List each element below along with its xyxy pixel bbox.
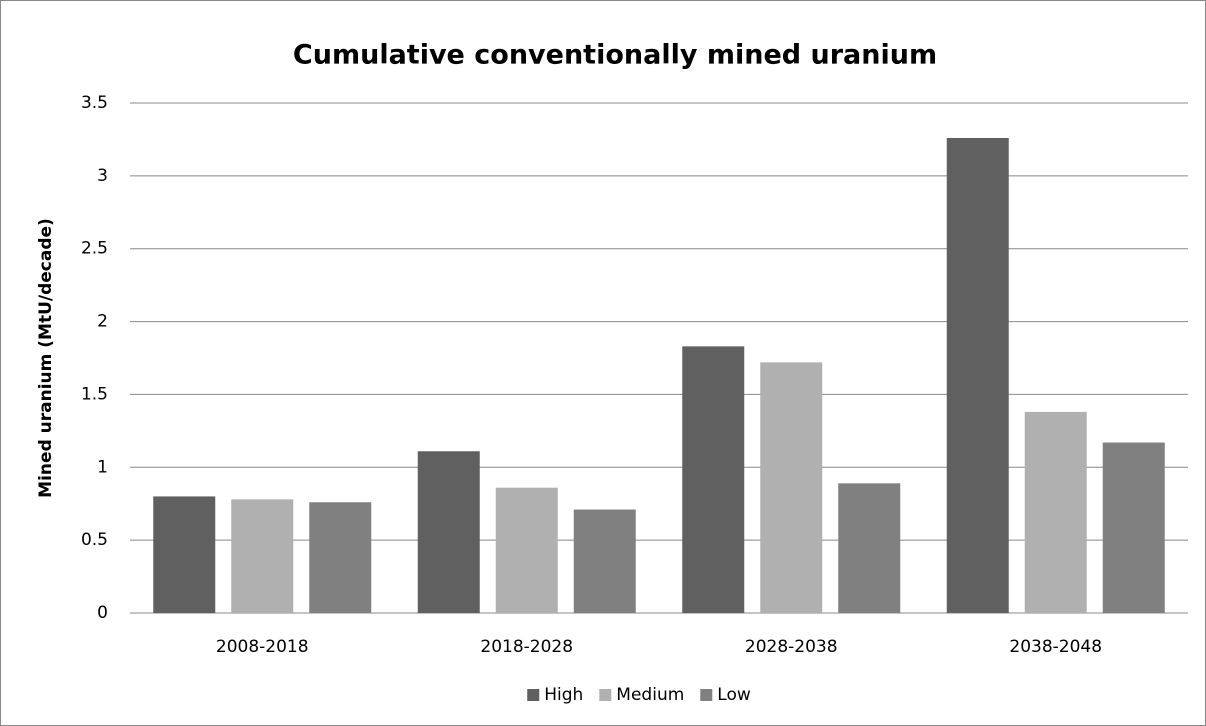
bar (682, 346, 745, 613)
bar (946, 137, 1009, 613)
legend-swatch (527, 689, 540, 701)
y-tick-label: 2 (97, 312, 108, 332)
x-tick-label: 2028-2038 (745, 637, 838, 657)
legend-label: Low (717, 685, 751, 705)
legend-label: Medium (616, 685, 684, 705)
bar (495, 487, 558, 613)
y-tick-label: 3.5 (81, 93, 108, 113)
x-tick-label: 2018-2028 (480, 637, 573, 657)
bar (309, 502, 372, 613)
chart-title: Cumulative conventionally mined uranium (293, 40, 937, 71)
bar (573, 509, 636, 613)
bar (838, 483, 901, 613)
bar (417, 451, 480, 613)
bar (231, 499, 294, 613)
y-tick-label: 3 (97, 166, 108, 186)
bar (153, 496, 216, 613)
x-tick-label: 2038-2048 (1009, 637, 1102, 657)
legend-swatch (700, 689, 713, 701)
y-tick-label: 0 (97, 603, 108, 623)
y-tick-label: 1 (97, 457, 108, 477)
y-tick-label: 1.5 (81, 384, 108, 404)
legend-label: High (544, 685, 583, 705)
bar (1102, 442, 1165, 613)
x-tick-label: 2008-2018 (216, 637, 309, 657)
legend-swatch (599, 689, 612, 701)
bar (760, 362, 823, 613)
y-axis-label: Mined uranium (MtU/decade) (36, 218, 56, 498)
bar (1024, 411, 1087, 613)
y-tick-label: 0.5 (81, 530, 108, 550)
y-tick-label: 2.5 (81, 239, 108, 259)
